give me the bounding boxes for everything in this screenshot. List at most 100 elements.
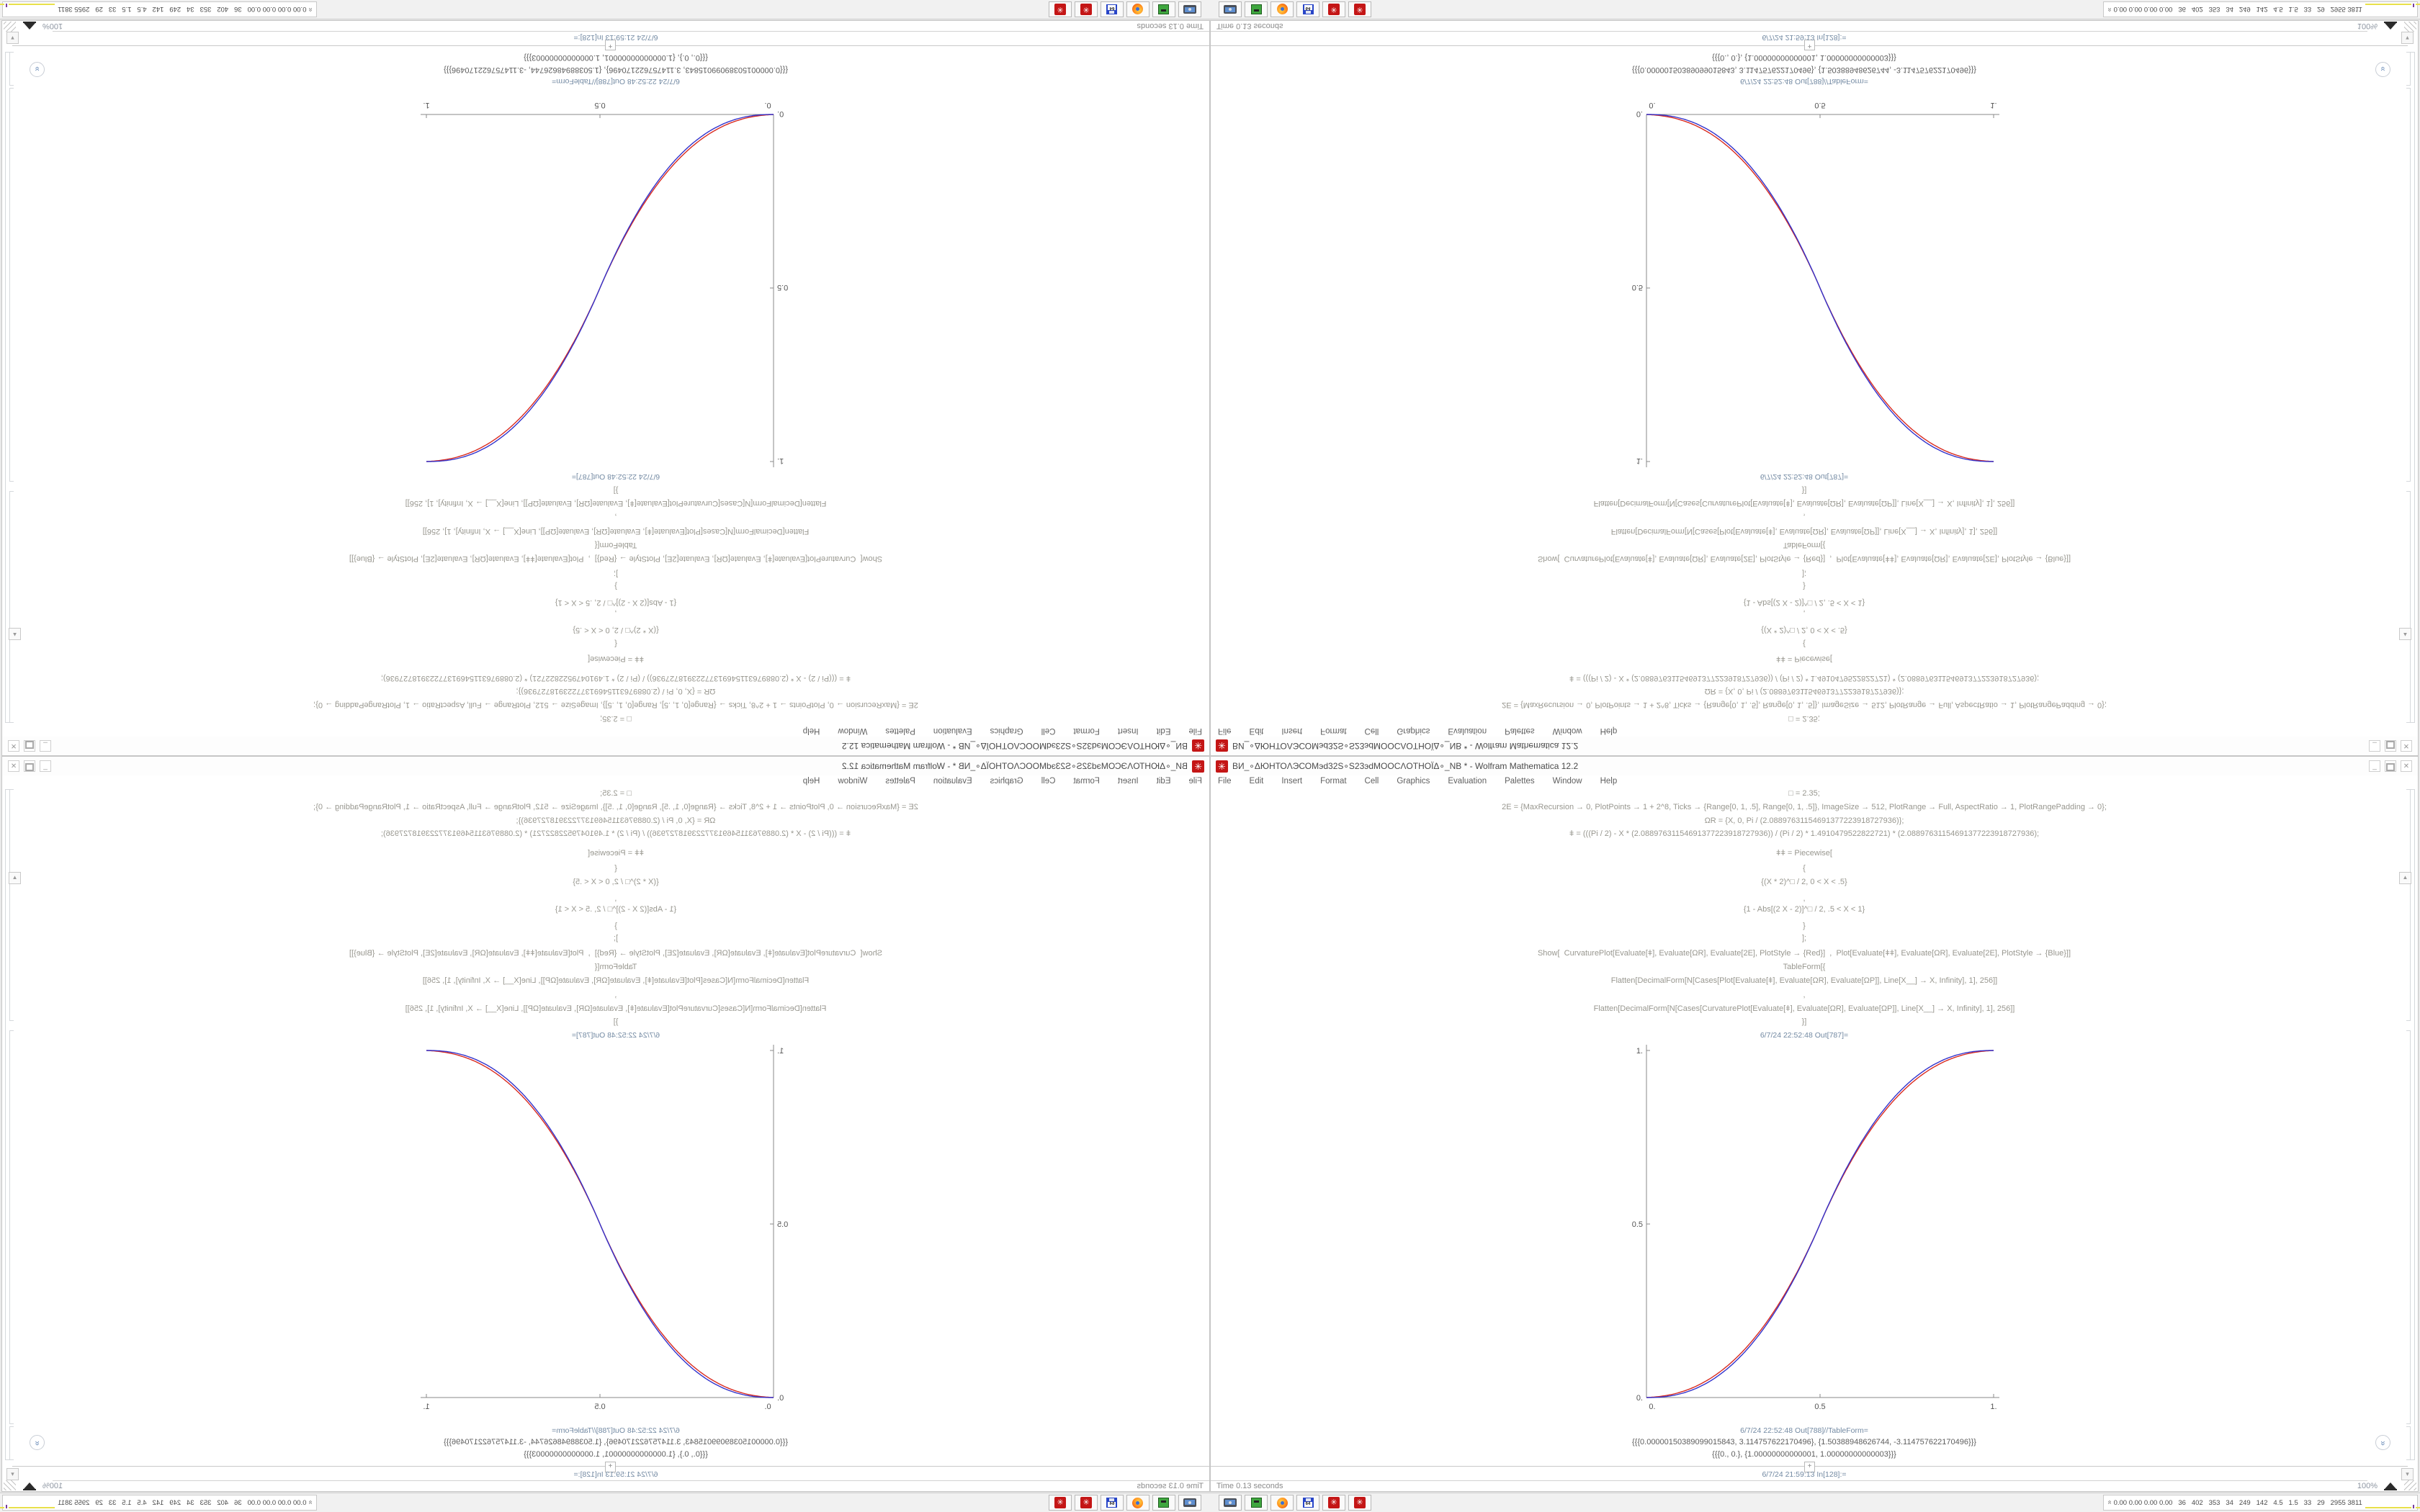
cell-bracket-input[interactable] xyxy=(9,491,14,723)
cell-bracket-out788[interactable] xyxy=(9,1426,14,1460)
code-line[interactable]: ΩR = {X, 0, Pi / (2.08897631154691377223… xyxy=(1704,687,1904,696)
code-line[interactable]: ǂ = (((Pi / 2) - X * (2.0889763115469137… xyxy=(380,674,851,683)
scroll-elision-icon[interactable]: » xyxy=(2375,1435,2390,1450)
menu-file[interactable]: File xyxy=(1218,726,1232,735)
code-line[interactable]: Flatten[DecimalForm[N[Cases[CurvaturePlo… xyxy=(1593,499,2015,508)
menu-palettes[interactable]: Palettes xyxy=(885,726,915,735)
taskbar-screenshot-tool-button[interactable] xyxy=(1219,1,1242,17)
code-line[interactable]: }] xyxy=(613,486,619,495)
menu-evaluation[interactable]: Evaluation xyxy=(1448,777,1487,786)
code-line[interactable]: Flatten[DecimalForm[N[Cases[Plot[Evaluat… xyxy=(1610,527,1998,536)
menu-graphics[interactable]: Graphics xyxy=(1397,726,1430,735)
code-line[interactable]: , xyxy=(1803,894,1806,903)
scroll-up-arrow[interactable]: ▲ xyxy=(9,628,21,640)
code-line[interactable]: {(X * 2)^□ / 2, 0 < X < .5} xyxy=(1761,626,1847,634)
menu-graphics[interactable]: Graphics xyxy=(1397,777,1430,786)
code-line[interactable]: ǂ = (((Pi / 2) - X * (2.0889763115469137… xyxy=(1569,829,2040,838)
taskbar-mathematica-kernel-button[interactable]: ✳ xyxy=(1049,1,1072,17)
menu-window[interactable]: Window xyxy=(1552,777,1582,786)
code-line[interactable]: { xyxy=(614,864,617,873)
resize-grip[interactable] xyxy=(4,1480,16,1490)
taskbar-firefox-button[interactable] xyxy=(1270,1495,1294,1511)
code-line[interactable]: 2Ε = {MaxRecursion → 0, PlotPoints → 1 +… xyxy=(1502,701,2107,709)
code-line[interactable]: ]; xyxy=(613,934,619,942)
code-line[interactable]: Flatten[DecimalForm[N[Cases[Plot[Evaluat… xyxy=(422,976,810,985)
code-line[interactable]: {(X * 2)^□ / 2, 0 < X < .5} xyxy=(573,878,659,886)
cell-bracket-out787[interactable] xyxy=(2406,1030,2411,1424)
menu-window[interactable]: Window xyxy=(838,777,868,786)
menu-insert[interactable]: Insert xyxy=(1281,726,1303,735)
menu-edit[interactable]: Edit xyxy=(1156,777,1171,786)
code-line[interactable]: { xyxy=(1803,639,1806,648)
menu-file[interactable]: File xyxy=(1218,777,1232,786)
window-titlebar[interactable]: ✳ ВИ_∘ΔЮНТОΛЭСОМэd32S∘S23эdМООСΛОТНОЇΔ∘_… xyxy=(2,737,1209,755)
code-line[interactable]: } xyxy=(614,582,617,590)
taskbar-screenshot-tool-button[interactable] xyxy=(1178,1495,1201,1511)
menu-help[interactable]: Help xyxy=(1600,726,1618,735)
maximize-button[interactable] xyxy=(2385,740,2396,752)
code-line[interactable]: Flatten[DecimalForm[N[Cases[CurvaturePlo… xyxy=(405,499,827,508)
code-line[interactable]: , xyxy=(1803,609,1806,618)
cell-options-dropdown[interactable]: ▾ xyxy=(2401,32,2414,44)
code-line[interactable]: {1 - Abs[(2 X - 2)]^□ / 2, .5 < X < 1} xyxy=(1743,598,1865,607)
taskbar-mathematica-kernel-button[interactable]: ✳ xyxy=(1322,1495,1345,1511)
code-line[interactable]: 2Ε = {MaxRecursion → 0, PlotPoints → 1 +… xyxy=(1502,803,2107,811)
code-line[interactable]: ǂ = (((Pi / 2) - X * (2.0889763115469137… xyxy=(380,829,851,838)
close-button[interactable]: ✕ xyxy=(2401,740,2412,752)
code-line[interactable]: □ = 2.35; xyxy=(1788,789,1820,798)
code-line[interactable]: ǂǂ = Piecewise[ xyxy=(1776,654,1832,663)
scroll-elision-icon[interactable]: » xyxy=(30,1435,45,1450)
menu-edit[interactable]: Edit xyxy=(1249,726,1264,735)
menu-format[interactable]: Format xyxy=(1320,777,1347,786)
taskbar-mathematica-kernel-button[interactable]: ✳ xyxy=(1348,1,1371,17)
cell-group-bracket[interactable] xyxy=(5,789,9,1460)
scroll-elision-icon[interactable]: » xyxy=(2375,62,2390,77)
close-button[interactable]: ✕ xyxy=(8,760,19,772)
menu-window[interactable]: Window xyxy=(1552,726,1582,735)
code-line[interactable]: ǂǂ = Piecewise[ xyxy=(1776,849,1832,858)
menu-edit[interactable]: Edit xyxy=(1249,777,1264,786)
cell-group-bracket[interactable] xyxy=(5,52,9,723)
code-line[interactable]: □ = 2.35; xyxy=(600,789,632,798)
menu-help[interactable]: Help xyxy=(802,726,820,735)
menu-format[interactable]: Format xyxy=(1073,726,1100,735)
menu-insert[interactable]: Insert xyxy=(1281,777,1303,786)
code-line[interactable]: , xyxy=(1803,991,1806,999)
taskbar-file-manager-button[interactable] xyxy=(1152,1495,1175,1511)
resize-grip[interactable] xyxy=(4,22,16,32)
taskbar-floppy64-button[interactable]: 64 xyxy=(1296,1495,1319,1511)
zoom-level[interactable]: 100% xyxy=(2357,22,2378,30)
code-line[interactable]: □ = 2.35; xyxy=(1788,714,1820,723)
code-line[interactable]: , xyxy=(1803,513,1806,521)
menu-cell[interactable]: Cell xyxy=(1041,726,1056,735)
code-line[interactable]: Show[ CurvaturePlot[Evaluate[ǂ], Evaluat… xyxy=(349,949,883,958)
menu-edit[interactable]: Edit xyxy=(1156,726,1171,735)
menu-graphics[interactable]: Graphics xyxy=(990,777,1023,786)
menu-palettes[interactable]: Palettes xyxy=(1505,777,1535,786)
menu-help[interactable]: Help xyxy=(802,777,820,786)
menu-palettes[interactable]: Palettes xyxy=(1505,726,1535,735)
code-line[interactable]: 2Ε = {MaxRecursion → 0, PlotPoints → 1 +… xyxy=(313,701,918,709)
maximize-button[interactable] xyxy=(24,740,35,752)
code-line[interactable]: {(X * 2)^□ / 2, 0 < X < .5} xyxy=(573,626,659,634)
minimize-button[interactable]: _ xyxy=(2369,760,2380,772)
close-button[interactable]: ✕ xyxy=(8,740,19,752)
scroll-up-arrow[interactable]: ▲ xyxy=(2399,872,2411,884)
menu-palettes[interactable]: Palettes xyxy=(885,777,915,786)
taskbar-firefox-button[interactable] xyxy=(1126,1495,1150,1511)
menu-file[interactable]: File xyxy=(1188,777,1202,786)
code-line[interactable]: □ = 2.35; xyxy=(600,714,632,723)
code-line[interactable]: { xyxy=(614,639,617,648)
cell-bracket-input[interactable] xyxy=(2406,789,2411,1021)
cell-bracket-out788[interactable] xyxy=(9,52,14,86)
zoom-level[interactable]: 100% xyxy=(42,1482,63,1490)
menu-graphics[interactable]: Graphics xyxy=(990,726,1023,735)
code-line[interactable]: ǂǂ = Piecewise[ xyxy=(588,654,644,663)
code-line[interactable]: Flatten[DecimalForm[N[Cases[CurvaturePlo… xyxy=(405,1004,827,1013)
magnification-icon[interactable] xyxy=(24,23,35,30)
taskbar-firefox-button[interactable] xyxy=(1270,1,1294,17)
minimize-button[interactable]: _ xyxy=(40,740,51,752)
taskbar-mathematica-kernel-button[interactable]: ✳ xyxy=(1075,1495,1098,1511)
code-line[interactable]: ΩR = {X, 0, Pi / (2.08897631154691377223… xyxy=(516,687,716,696)
code-line[interactable]: {(X * 2)^□ / 2, 0 < X < .5} xyxy=(1761,878,1847,886)
